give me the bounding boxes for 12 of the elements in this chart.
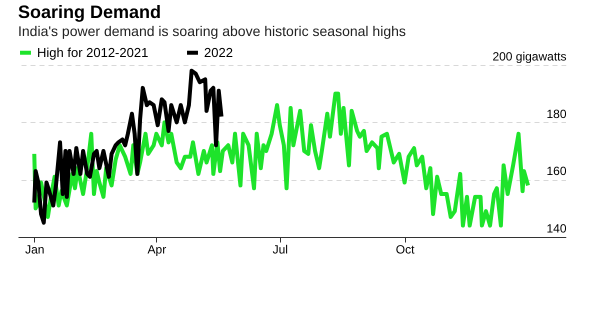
legend-label: High for 2012-2021 [37,44,148,60]
chart-subtitle: India's power demand is soaring above historic seasonal highs [18,23,406,39]
y-tick-label: 200 gigawatts [492,50,566,64]
x-tick-label: Apr [148,242,166,256]
y-tick-label: 180 [546,106,567,121]
legend-label: 2022 [204,44,233,60]
chart-title: Soaring Demand [18,2,162,22]
y-tick-label: 160 [546,164,567,178]
x-tick-label: Jan [25,242,44,256]
x-tick-label: Oct [396,242,416,256]
y-tick-label: 140 [546,222,567,236]
x-tick-label: Jul [272,242,288,256]
